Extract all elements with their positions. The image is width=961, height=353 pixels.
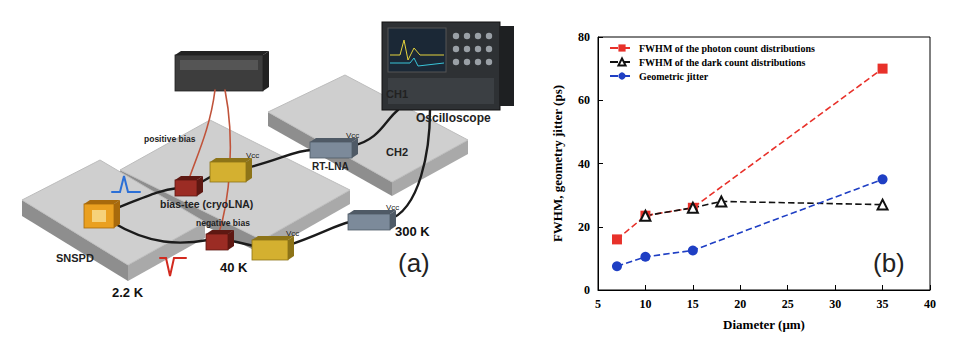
svg-text:Vcc: Vcc bbox=[286, 229, 299, 238]
svg-text:Oscilloscope: Oscilloscope bbox=[416, 111, 491, 125]
svg-text:0: 0 bbox=[584, 283, 590, 297]
svg-text:80: 80 bbox=[578, 30, 590, 44]
svg-text:(a): (a) bbox=[398, 248, 430, 278]
svg-text:CH2: CH2 bbox=[386, 146, 408, 158]
svg-text:40: 40 bbox=[924, 297, 936, 311]
svg-text:SNSPD: SNSPD bbox=[56, 252, 94, 264]
svg-text:60: 60 bbox=[578, 93, 590, 107]
svg-text:Vcc: Vcc bbox=[386, 203, 399, 212]
svg-text:40: 40 bbox=[578, 157, 590, 171]
svg-text:FWHM, geometry jitter (ps): FWHM, geometry jitter (ps) bbox=[550, 85, 565, 242]
svg-text:20: 20 bbox=[734, 297, 746, 311]
svg-text:CH1: CH1 bbox=[386, 88, 408, 100]
svg-text:positive bias: positive bias bbox=[144, 134, 196, 144]
svg-text:30: 30 bbox=[829, 297, 841, 311]
svg-text:Geometric jitter: Geometric jitter bbox=[639, 71, 709, 82]
svg-text:2.2 K: 2.2 K bbox=[112, 285, 144, 300]
svg-text:10: 10 bbox=[639, 297, 651, 311]
svg-text:20: 20 bbox=[578, 220, 590, 234]
svg-text:40 K: 40 K bbox=[220, 260, 248, 275]
svg-text:(b): (b) bbox=[873, 248, 905, 278]
svg-text:15: 15 bbox=[687, 297, 699, 311]
svg-text:5: 5 bbox=[595, 297, 601, 311]
svg-text:Diameter (μm): Diameter (μm) bbox=[723, 317, 805, 332]
svg-text:Vcc: Vcc bbox=[346, 131, 359, 140]
svg-text:300 K: 300 K bbox=[395, 224, 430, 239]
svg-text:negative bias: negative bias bbox=[196, 218, 250, 228]
svg-text:RT-LNA: RT-LNA bbox=[312, 161, 349, 172]
svg-text:FWHM of the dark count distrib: FWHM of the dark count distributions bbox=[639, 57, 806, 68]
svg-text:25: 25 bbox=[782, 297, 794, 311]
svg-text:Vcc: Vcc bbox=[246, 151, 259, 160]
svg-text:bias-tee (cryoLNA): bias-tee (cryoLNA) bbox=[160, 198, 253, 210]
svg-text:FWHM of the photon count distr: FWHM of the photon count distributions bbox=[639, 43, 815, 54]
svg-text:35: 35 bbox=[877, 297, 889, 311]
